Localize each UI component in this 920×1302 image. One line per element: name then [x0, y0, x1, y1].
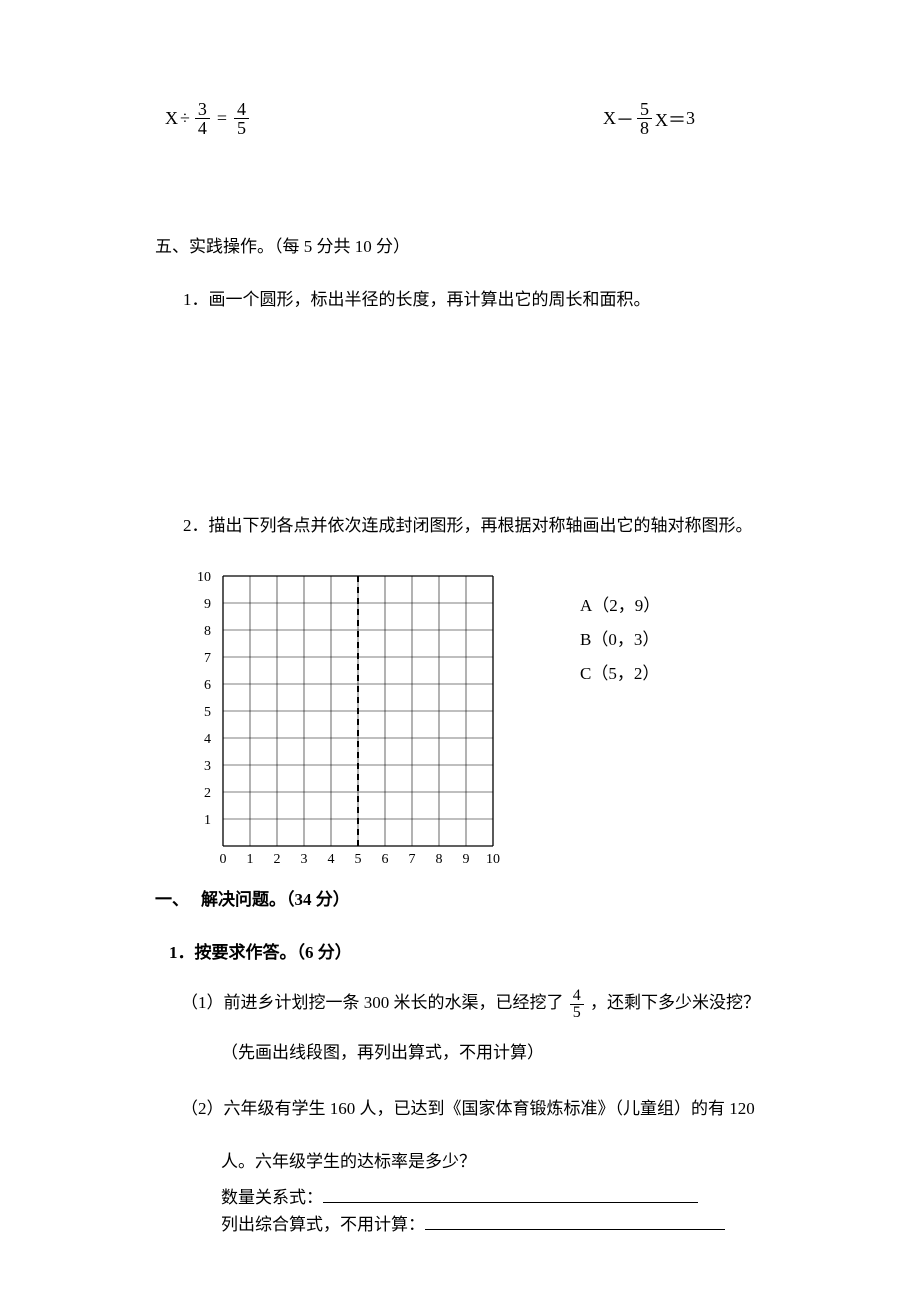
- eq2-op: －: [616, 106, 634, 132]
- eq1-f2-den: 5: [234, 119, 249, 137]
- q1-fraction: 4 5: [570, 988, 584, 1021]
- eq2-f1-num: 5: [637, 100, 652, 119]
- equation-1: X ÷ 3 4 = 4 5: [165, 100, 252, 137]
- page-content: X ÷ 3 4 = 4 5 X － 5 8 X＝ 3 五、实践操作。（每 5 分…: [0, 0, 920, 1238]
- section6-num: 一、: [155, 885, 189, 910]
- eq1-f1-den: 4: [195, 119, 210, 137]
- svg-text:9: 9: [204, 597, 211, 612]
- grid-svg: 0 1 2 3 4 5 6 7 8 9 10 1 2 3 4 5 6 7 8 9 10: [183, 569, 513, 869]
- svg-text:9: 9: [463, 852, 470, 867]
- q2-relation-label: 数量关系式：: [221, 1188, 323, 1207]
- section6-q1: （1）前进乡计划挖一条 300 米长的水渠，已经挖了 4 5 ，还剩下多少米没挖…: [155, 985, 765, 1070]
- equation-2: X － 5 8 X＝ 3: [603, 100, 695, 137]
- svg-text:4: 4: [328, 852, 335, 867]
- eq1-frac1: 3 4: [195, 100, 210, 137]
- q1-frac-num: 4: [570, 988, 584, 1005]
- equations-row: X ÷ 3 4 = 4 5 X － 5 8 X＝ 3: [155, 100, 765, 137]
- section6-sub1-title: 1．按要求作答。（6 分）: [155, 938, 765, 963]
- q2-expr-row: 列出综合算式，不用计算：: [181, 1211, 765, 1238]
- svg-text:2: 2: [274, 852, 281, 867]
- section5-title: 五、实践操作。（每 5 分共 10 分）: [155, 232, 765, 257]
- svg-text:6: 6: [204, 678, 211, 693]
- svg-text:7: 7: [204, 651, 211, 666]
- eq2-rhs: 3: [686, 108, 695, 129]
- section5-problem1: 1．画一个圆形，标出半径的长度，再计算出它的周长和面积。: [155, 285, 765, 316]
- svg-text:5: 5: [204, 705, 211, 720]
- coord-b: B（0，3）: [580, 623, 660, 657]
- q1-note: （先画出线段图，再列出算式，不用计算）: [181, 1035, 765, 1071]
- q2-line2: 人。六年级学生的达标率是多少？: [181, 1144, 765, 1180]
- section5-problem2: 2．描出下列各点并依次连成封闭图形，再根据对称轴画出它的轴对称图形。: [155, 511, 765, 542]
- svg-text:3: 3: [204, 759, 211, 774]
- q1-frac-den: 5: [570, 1005, 584, 1021]
- q2-expr-label: 列出综合算式，不用计算：: [221, 1215, 425, 1234]
- svg-text:3: 3: [301, 852, 308, 867]
- eq1-var: X: [165, 108, 178, 129]
- svg-text:8: 8: [204, 624, 211, 639]
- eq1-op: ÷: [180, 108, 190, 129]
- coordinate-list: A（2，9） B（0，3） C（5，2）: [580, 589, 660, 691]
- section6-title: 解决问题。（34 分）: [201, 885, 350, 910]
- svg-text:10: 10: [197, 570, 211, 585]
- eq2-var: X: [603, 108, 616, 129]
- svg-text:6: 6: [382, 852, 389, 867]
- svg-text:2: 2: [204, 786, 211, 801]
- section6-q2: （2）六年级有学生 160 人，已达到《国家体育锻炼标准》（儿童组）的有 120…: [155, 1091, 765, 1239]
- q2-relation-row: 数量关系式：: [181, 1184, 765, 1211]
- svg-text:0: 0: [220, 852, 227, 867]
- eq1-f2-num: 4: [234, 100, 249, 119]
- svg-text:7: 7: [409, 852, 416, 867]
- section6-header: 一、 解决问题。（34 分）: [155, 885, 765, 910]
- eq1-f1-num: 3: [195, 100, 210, 119]
- q2-relation-blank: [323, 1186, 698, 1203]
- coord-c: C（5，2）: [580, 657, 660, 691]
- svg-text:10: 10: [486, 852, 500, 867]
- coord-a: A（2，9）: [580, 589, 660, 623]
- q1-text-b: ，还剩下多少米没挖？: [590, 993, 760, 1012]
- svg-text:1: 1: [204, 813, 211, 828]
- q2-expr-blank: [425, 1213, 725, 1230]
- eq2-f1-den: 8: [637, 119, 652, 137]
- svg-text:8: 8: [436, 852, 443, 867]
- coordinate-grid: 0 1 2 3 4 5 6 7 8 9 10 1 2 3 4 5 6 7 8 9 10: [183, 569, 765, 869]
- eq1-frac2: 4 5: [234, 100, 249, 137]
- q1-text-a: （1）前进乡计划挖一条 300 米长的水渠，已经挖了: [181, 993, 564, 1012]
- q2-line1: （2）六年级有学生 160 人，已达到《国家体育锻炼标准》（儿童组）的有 120: [181, 1091, 765, 1127]
- eq2-frac1: 5 8: [637, 100, 652, 137]
- eq2-mid: X＝: [655, 106, 686, 132]
- grid-with-coords: 0 1 2 3 4 5 6 7 8 9 10 1 2 3 4 5 6 7 8 9 10 A（2，9） B（0，3） C（…: [155, 569, 765, 869]
- eq1-eq: =: [217, 108, 227, 129]
- svg-text:1: 1: [247, 852, 254, 867]
- svg-text:5: 5: [355, 852, 362, 867]
- svg-text:4: 4: [204, 732, 211, 747]
